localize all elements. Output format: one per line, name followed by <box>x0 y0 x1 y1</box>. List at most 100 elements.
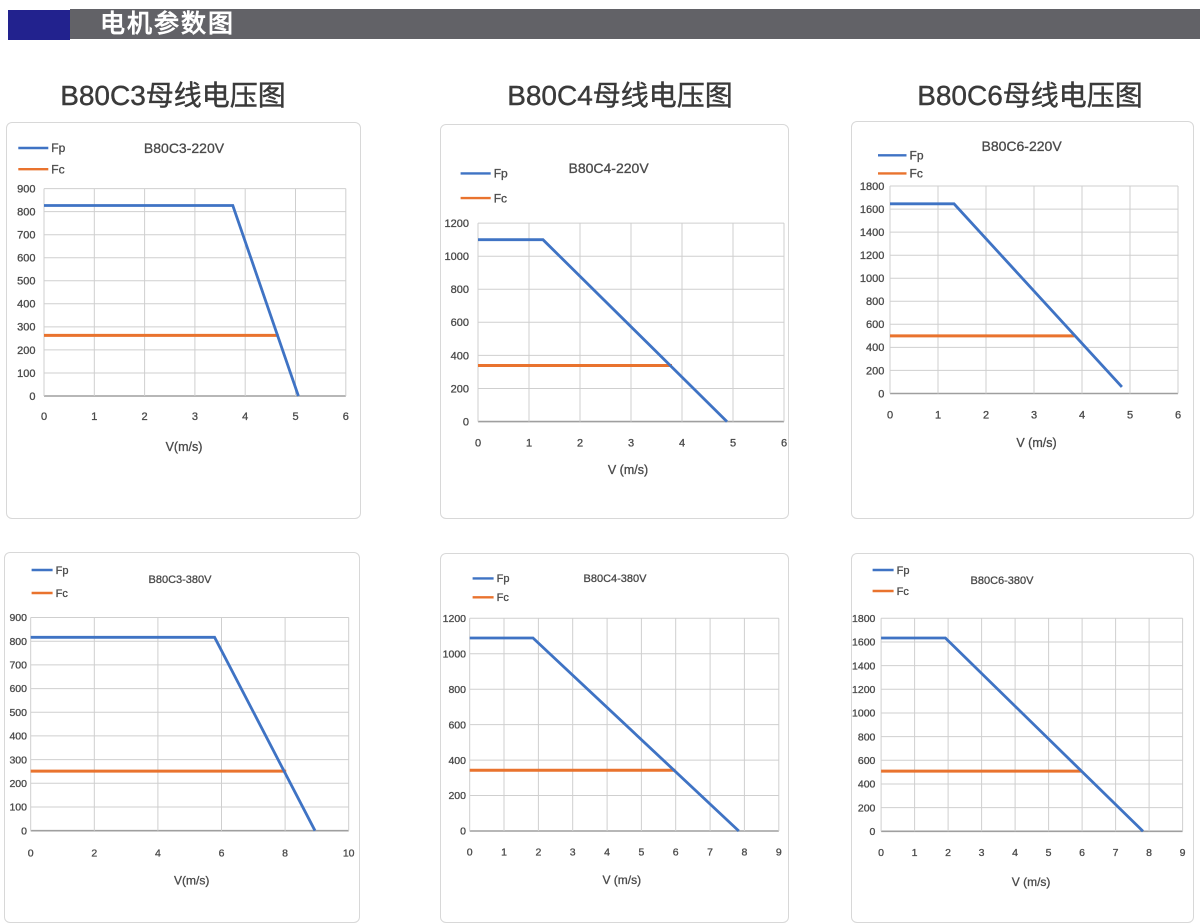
svg-text:Fc: Fc <box>910 167 923 181</box>
svg-text:1: 1 <box>91 411 97 423</box>
svg-text:600: 600 <box>17 253 35 265</box>
svg-text:5: 5 <box>1046 847 1052 859</box>
svg-text:1: 1 <box>935 410 941 422</box>
svg-text:100: 100 <box>17 368 35 380</box>
svg-text:0: 0 <box>460 826 466 838</box>
svg-text:400: 400 <box>448 755 466 767</box>
svg-text:500: 500 <box>17 276 35 288</box>
svg-text:300: 300 <box>9 754 27 766</box>
svg-text:Fp: Fp <box>494 167 508 181</box>
svg-text:1200: 1200 <box>445 218 469 230</box>
svg-text:800: 800 <box>9 636 27 648</box>
svg-text:4: 4 <box>242 411 248 423</box>
svg-text:Fc: Fc <box>494 191 507 205</box>
svg-text:1200: 1200 <box>852 684 876 696</box>
svg-text:B80C3-380V: B80C3-380V <box>149 574 213 586</box>
svg-text:6: 6 <box>673 847 679 859</box>
svg-text:5: 5 <box>292 411 298 423</box>
svg-text:1: 1 <box>501 847 507 859</box>
svg-text:8: 8 <box>1146 847 1152 859</box>
svg-text:0: 0 <box>28 848 34 860</box>
svg-text:6: 6 <box>1079 847 1085 859</box>
svg-text:3: 3 <box>1031 410 1037 422</box>
svg-text:1200: 1200 <box>860 250 884 262</box>
svg-text:2: 2 <box>535 847 541 859</box>
svg-text:4: 4 <box>604 847 610 859</box>
svg-text:100: 100 <box>9 802 27 814</box>
svg-text:1000: 1000 <box>445 251 469 263</box>
svg-text:2: 2 <box>945 847 951 859</box>
svg-text:0: 0 <box>878 847 884 859</box>
svg-text:2: 2 <box>983 410 989 422</box>
svg-text:400: 400 <box>17 299 35 311</box>
svg-text:6: 6 <box>343 411 349 423</box>
svg-text:2: 2 <box>91 848 97 860</box>
svg-text:800: 800 <box>866 296 884 308</box>
svg-text:9: 9 <box>776 847 782 859</box>
svg-text:B80C4-220V: B80C4-220V <box>569 160 650 176</box>
svg-text:7: 7 <box>1113 847 1119 859</box>
svg-text:1000: 1000 <box>443 648 467 660</box>
svg-text:Fp: Fp <box>910 149 924 163</box>
svg-text:800: 800 <box>448 684 466 696</box>
svg-text:200: 200 <box>858 802 876 814</box>
svg-text:600: 600 <box>9 683 27 695</box>
svg-text:6: 6 <box>219 848 225 860</box>
svg-text:2: 2 <box>577 438 583 450</box>
svg-text:1800: 1800 <box>860 181 884 193</box>
svg-text:4: 4 <box>1079 410 1085 422</box>
svg-text:800: 800 <box>858 731 876 743</box>
svg-text:1400: 1400 <box>852 660 876 672</box>
svg-text:6: 6 <box>781 438 787 450</box>
svg-text:V (m/s): V (m/s) <box>1012 875 1051 889</box>
svg-text:700: 700 <box>9 660 27 672</box>
svg-text:800: 800 <box>17 207 35 219</box>
svg-text:4: 4 <box>679 438 685 450</box>
svg-text:700: 700 <box>17 230 35 242</box>
svg-text:1600: 1600 <box>860 204 884 216</box>
svg-text:4: 4 <box>155 848 161 860</box>
svg-text:5: 5 <box>1127 410 1133 422</box>
svg-text:7: 7 <box>707 847 713 859</box>
svg-text:V (m/s): V (m/s) <box>1016 436 1056 450</box>
svg-text:Fc: Fc <box>51 162 64 176</box>
svg-text:400: 400 <box>451 350 469 362</box>
svg-text:5: 5 <box>638 847 644 859</box>
svg-text:1200: 1200 <box>443 613 467 625</box>
svg-text:Fc: Fc <box>56 588 69 600</box>
svg-text:Fc: Fc <box>897 586 910 598</box>
svg-text:200: 200 <box>448 790 466 802</box>
svg-text:Fc: Fc <box>497 592 510 604</box>
svg-text:200: 200 <box>866 365 884 377</box>
svg-text:V (m/s): V (m/s) <box>608 463 648 477</box>
svg-text:0: 0 <box>463 417 469 429</box>
svg-text:B80C4-380V: B80C4-380V <box>584 573 648 585</box>
svg-text:4: 4 <box>1012 847 1018 859</box>
svg-text:1000: 1000 <box>860 273 884 285</box>
svg-text:200: 200 <box>17 345 35 357</box>
svg-text:3: 3 <box>628 438 634 450</box>
svg-text:8: 8 <box>282 848 288 860</box>
svg-text:600: 600 <box>448 719 466 731</box>
svg-text:1600: 1600 <box>852 637 876 649</box>
svg-text:0: 0 <box>467 847 473 859</box>
svg-text:0: 0 <box>878 388 884 400</box>
svg-text:200: 200 <box>451 383 469 395</box>
svg-text:1400: 1400 <box>860 227 884 239</box>
svg-text:300: 300 <box>17 322 35 334</box>
svg-text:V(m/s): V(m/s) <box>166 440 203 454</box>
svg-text:Fp: Fp <box>897 565 910 577</box>
svg-text:10: 10 <box>343 848 355 860</box>
svg-text:0: 0 <box>887 410 893 422</box>
svg-text:V(m/s): V(m/s) <box>174 874 209 888</box>
svg-text:800: 800 <box>451 284 469 296</box>
svg-text:0: 0 <box>41 411 47 423</box>
svg-text:400: 400 <box>9 731 27 743</box>
svg-text:0: 0 <box>21 825 27 837</box>
svg-text:2: 2 <box>142 411 148 423</box>
svg-text:200: 200 <box>9 778 27 790</box>
svg-text:Fp: Fp <box>56 565 69 577</box>
svg-text:0: 0 <box>870 826 876 838</box>
svg-text:500: 500 <box>9 707 27 719</box>
svg-text:600: 600 <box>451 317 469 329</box>
